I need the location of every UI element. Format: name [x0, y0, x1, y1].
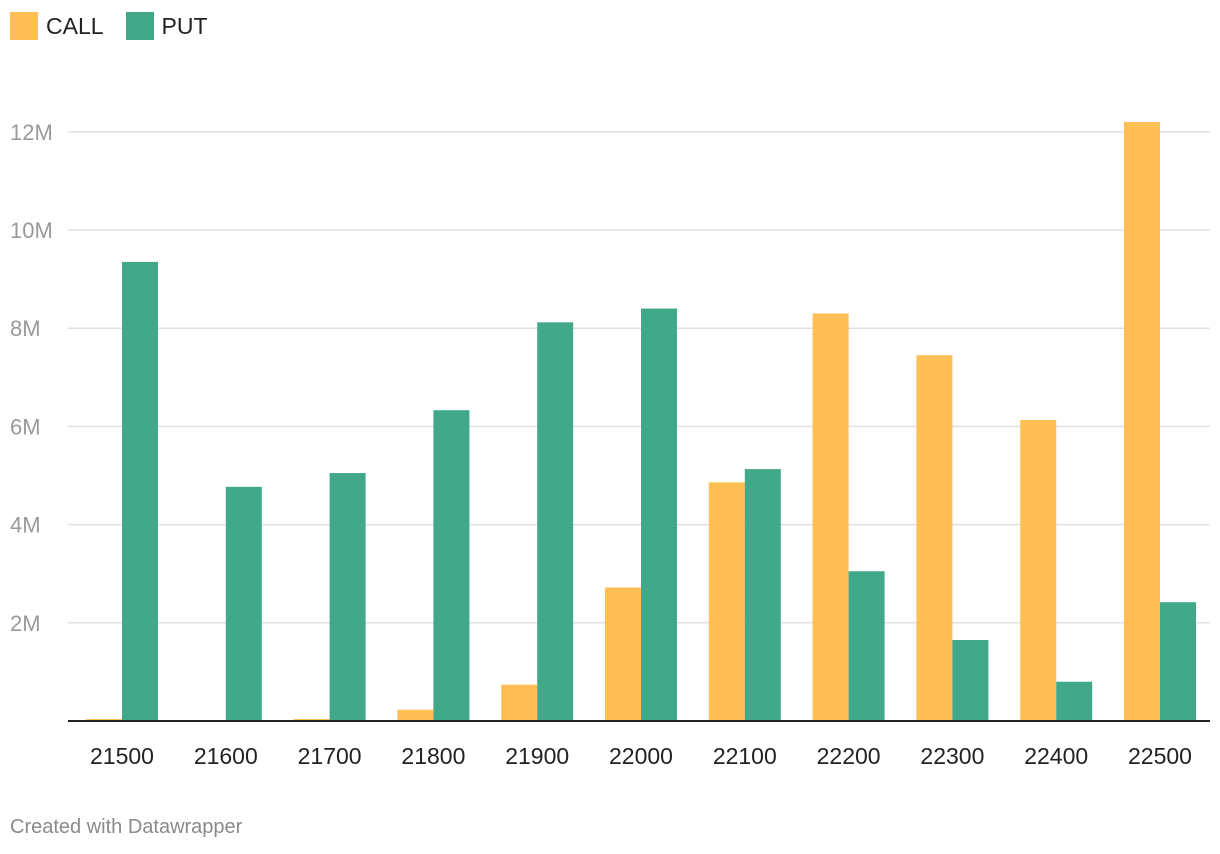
y-tick-label: 8M — [10, 316, 41, 341]
bar-put — [848, 571, 885, 721]
y-tick-label: 6M — [10, 414, 41, 439]
bar-put — [329, 473, 366, 721]
x-tick-label: 22000 — [609, 743, 673, 769]
x-tick-label: 22500 — [1128, 743, 1192, 769]
bar-call — [1124, 121, 1160, 722]
x-tick-label: 21800 — [401, 743, 465, 769]
x-tick-label: 21900 — [505, 743, 569, 769]
x-tick-label: 21500 — [90, 743, 154, 769]
bar-put — [1160, 602, 1196, 721]
bar-put — [122, 261, 158, 721]
bar-put — [641, 308, 677, 721]
bar-call — [501, 684, 538, 721]
y-tick-label: 10M — [10, 218, 53, 243]
bar-call — [812, 313, 849, 721]
bar-put — [952, 639, 989, 721]
credit-text: Created with Datawrapper — [10, 816, 243, 838]
x-tick-label: 21700 — [298, 743, 362, 769]
x-tick-label: 21600 — [194, 743, 258, 769]
legend-item-call: CALL — [10, 12, 104, 40]
bar-call — [397, 709, 434, 721]
legend: CALL PUT — [10, 12, 208, 40]
bar-put — [225, 486, 262, 721]
bar-call — [605, 587, 641, 721]
legend-item-put: PUT — [125, 12, 208, 40]
x-tick-label: 22100 — [713, 743, 777, 769]
bar-put — [1056, 681, 1093, 721]
bar-call — [916, 355, 953, 721]
bar-put — [433, 410, 470, 721]
y-tick-label: 2M — [10, 611, 41, 636]
bar-put — [537, 322, 574, 721]
legend-label-put: PUT — [161, 12, 208, 39]
bar-call — [1020, 420, 1057, 721]
x-tick-label: 22300 — [920, 743, 984, 769]
legend-swatch-put — [125, 12, 154, 40]
x-tick-label: 22200 — [817, 743, 881, 769]
y-tick-label: 4M — [10, 513, 41, 538]
bar-call — [708, 482, 745, 721]
y-tick-label: 12M — [10, 120, 53, 145]
x-tick-label: 22400 — [1024, 743, 1088, 769]
bar-put — [744, 469, 781, 721]
legend-label-call: CALL — [46, 12, 104, 39]
legend-swatch-call — [10, 12, 38, 40]
